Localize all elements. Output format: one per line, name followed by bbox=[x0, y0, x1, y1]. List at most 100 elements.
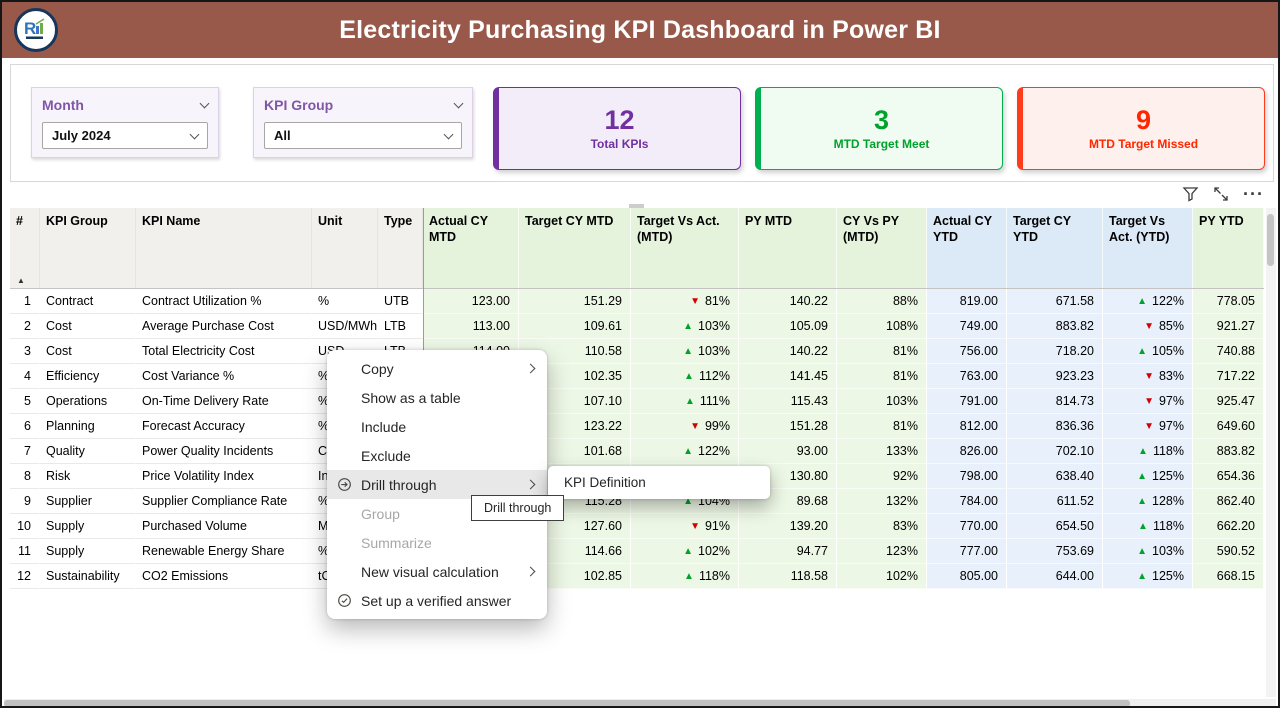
cell: USD/MWh bbox=[312, 314, 378, 339]
cell: 93.00 bbox=[739, 439, 837, 464]
kpi-group-slicer: KPI Group All bbox=[253, 87, 473, 158]
cell: 108% bbox=[837, 314, 927, 339]
cell: ▼ 99% bbox=[631, 414, 739, 439]
vertical-scrollbar bbox=[1266, 208, 1276, 697]
table-row[interactable]: 11 Supply Renewable Energy Share% 114.66 ▲ 10… bbox=[10, 539, 1264, 564]
chevron-down-icon bbox=[453, 98, 464, 109]
column-header-kpi-group[interactable]: KPI Group bbox=[40, 208, 136, 288]
menu-item-copy[interactable]: Copy bbox=[327, 354, 547, 383]
column-header-unit[interactable]: Unit bbox=[312, 208, 378, 288]
menu-item-group: Group bbox=[361, 505, 400, 522]
horizontal-scrollbar-thumb[interactable] bbox=[4, 700, 1130, 706]
menu-item-exclude[interactable]: Exclude bbox=[361, 447, 411, 464]
cell: ▲ 118% bbox=[1103, 514, 1193, 539]
cell: ▲ 112% bbox=[631, 364, 739, 389]
cell: Forecast Accuracy bbox=[136, 414, 312, 439]
column-header-actual-cy-ytd[interactable]: Actual CY YTD bbox=[927, 208, 1007, 288]
up-arrow-icon: ▲ bbox=[683, 445, 694, 457]
menu-item-set-up-a-verified-answer[interactable]: Set up a verified answer bbox=[327, 586, 547, 615]
cell: Risk bbox=[40, 464, 136, 489]
down-arrow-icon: ▼ bbox=[1144, 320, 1154, 332]
cell: 139.20 bbox=[739, 514, 837, 539]
month-slicer-label: Month bbox=[42, 97, 84, 113]
focus-mode-icon[interactable] bbox=[1213, 186, 1229, 202]
cell: ▼ 91% bbox=[631, 514, 739, 539]
cell: ▲ 122% bbox=[1103, 289, 1193, 314]
cell: ▲ 118% bbox=[631, 564, 739, 589]
cell: 798.00 bbox=[927, 464, 1007, 489]
mtd-target-meet-label: MTD Target Meet bbox=[833, 136, 930, 151]
cell: 1 bbox=[10, 289, 40, 314]
table-row[interactable]: 5 Operations On-Time Delivery Rate% 107.10 ▲… bbox=[10, 389, 1264, 414]
cell: Supplier bbox=[40, 489, 136, 514]
menu-item-summarize: Summarize bbox=[361, 534, 432, 551]
cell: Supply bbox=[40, 514, 136, 539]
cell: Efficiency bbox=[40, 364, 136, 389]
cell: 81% bbox=[837, 364, 927, 389]
cell: Supply bbox=[40, 539, 136, 564]
cell: 611.52 bbox=[1007, 489, 1103, 514]
table-row[interactable]: 2 Cost Average Purchase Cost USD/MWh LTB 113.… bbox=[10, 314, 1264, 339]
cell: 123.00 bbox=[423, 289, 519, 314]
menu-item-include[interactable]: Include bbox=[361, 418, 407, 435]
column-header-target-cy-mtd[interactable]: Target CY MTD bbox=[519, 208, 631, 288]
table-header-row: # ▲ KPI Group KPI Name Unit Type Actual CY MTD… bbox=[10, 208, 1264, 289]
cell: 756.00 bbox=[927, 339, 1007, 364]
down-arrow-icon: ▼ bbox=[1144, 370, 1154, 382]
column-header-cy-vs-py-mtd[interactable]: CY Vs PY (MTD) bbox=[837, 208, 927, 288]
tooltip-text: Drill through bbox=[484, 501, 552, 515]
column-header-py-ytd[interactable]: PY YTD bbox=[1193, 208, 1264, 288]
cell: ▲ 122% bbox=[631, 439, 739, 464]
cell: 89.68 bbox=[739, 489, 837, 514]
column-header-kpi-name[interactable]: KPI Name bbox=[136, 208, 312, 288]
column-header-row-number[interactable]: # ▲ bbox=[10, 208, 40, 288]
up-arrow-icon: ▲ bbox=[1137, 570, 1148, 582]
month-dropdown[interactable]: July 2024 bbox=[42, 122, 208, 149]
column-header-actual-cy-mtd[interactable]: Actual CY MTD bbox=[423, 208, 519, 288]
cell: ▼ 83% bbox=[1103, 364, 1193, 389]
cell: ▼ 81% bbox=[631, 289, 739, 314]
vertical-scrollbar-thumb[interactable] bbox=[1267, 214, 1274, 266]
column-header-py-mtd[interactable]: PY MTD bbox=[739, 208, 837, 288]
cell: Power Quality Incidents bbox=[136, 439, 312, 464]
up-arrow-icon: ▲ bbox=[683, 320, 694, 332]
cell: 109.61 bbox=[519, 314, 631, 339]
drill-through-tooltip: Drill through bbox=[471, 495, 565, 521]
cell: 862.40 bbox=[1193, 489, 1264, 514]
menu-item-new-visual-calculation[interactable]: New visual calculation bbox=[327, 557, 547, 586]
table-row[interactable]: 4 Efficiency Cost Variance %% 102.35 ▲ 112% 14… bbox=[10, 364, 1264, 389]
cell: 814.73 bbox=[1007, 389, 1103, 414]
cell: 115.43 bbox=[739, 389, 837, 414]
filter-icon[interactable] bbox=[1182, 186, 1199, 202]
cell: 132% bbox=[837, 489, 927, 514]
cell: 753.69 bbox=[1007, 539, 1103, 564]
menu-item-show-as-a-table[interactable]: Show as a table bbox=[361, 389, 461, 406]
cell: ▲ 111% bbox=[631, 389, 739, 414]
table-row[interactable]: 1 Contract Contract Utilization %% UTB 123.0… bbox=[10, 289, 1264, 314]
table-row[interactable]: 6 Planning Forecast Accuracy% 123.22 ▼ 99% 151… bbox=[10, 414, 1264, 439]
cell: 718.20 bbox=[1007, 339, 1103, 364]
cell: 654.36 bbox=[1193, 464, 1264, 489]
column-header-target-vs-act-mtd[interactable]: Target Vs Act. (MTD) bbox=[631, 208, 739, 288]
column-header-target-vs-act-ytd[interactable]: Target Vs Act. (YTD) bbox=[1103, 208, 1193, 288]
column-header-type[interactable]: Type bbox=[378, 208, 423, 288]
up-arrow-icon: ▲ bbox=[684, 395, 695, 407]
chevron-right-icon bbox=[525, 363, 536, 374]
up-arrow-icon: ▲ bbox=[1137, 495, 1148, 507]
mtd-target-meet-card: 3 MTD Target Meet bbox=[755, 87, 1003, 170]
more-options-icon[interactable]: ··· bbox=[1243, 184, 1264, 204]
submenu-item-kpi-definition[interactable]: KPI Definition bbox=[564, 475, 646, 490]
menu-item-drill-through[interactable]: Drill through bbox=[327, 470, 547, 499]
cell: Purchased Volume bbox=[136, 514, 312, 539]
kpi-group-dropdown[interactable]: All bbox=[264, 122, 462, 149]
column-header-target-cy-ytd[interactable]: Target CY YTD bbox=[1007, 208, 1103, 288]
kpi-group-slicer-label: KPI Group bbox=[264, 97, 334, 113]
cell: Average Purchase Cost bbox=[136, 314, 312, 339]
mtd-target-missed-card: 9 MTD Target Missed bbox=[1017, 87, 1265, 170]
verified-answer-icon bbox=[327, 593, 361, 608]
